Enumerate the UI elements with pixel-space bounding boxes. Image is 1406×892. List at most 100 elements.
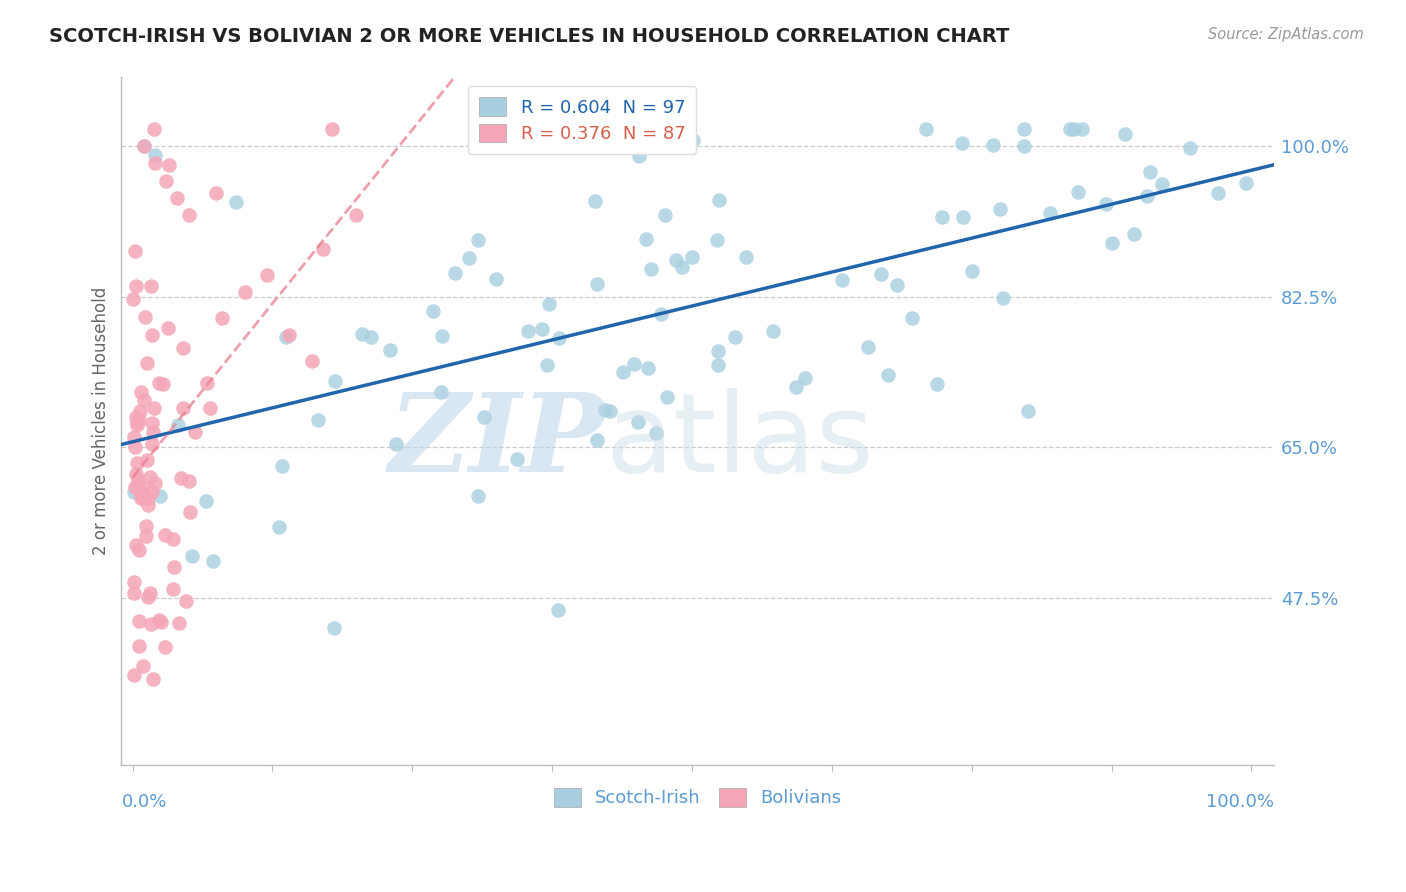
Point: [148, 376, 170, 391]
Point: [655, 390, 678, 404]
Point: [142, 425, 165, 439]
Point: [125, 279, 148, 293]
Point: [122, 484, 145, 499]
Point: [599, 404, 621, 418]
Point: [516, 325, 538, 339]
Point: [176, 594, 198, 608]
Point: [1095, 196, 1118, 211]
Point: [384, 437, 406, 451]
Point: [181, 549, 204, 563]
Point: [135, 529, 157, 543]
Point: [139, 586, 162, 600]
Point: [1070, 122, 1092, 136]
Point: [129, 491, 152, 506]
Point: [1150, 177, 1173, 191]
Point: [538, 297, 561, 311]
Point: [179, 474, 201, 488]
Point: [627, 415, 650, 429]
Point: [139, 469, 162, 483]
Point: [131, 658, 153, 673]
Point: [637, 361, 659, 376]
Point: [132, 139, 155, 153]
Point: [127, 472, 149, 486]
Point: [831, 272, 853, 286]
Point: [141, 328, 163, 343]
Point: [124, 244, 146, 259]
Text: Source: ZipAtlas.com: Source: ZipAtlas.com: [1208, 27, 1364, 42]
Point: [988, 202, 1011, 217]
Legend: Scotch-Irish, Bolivians: Scotch-Irish, Bolivians: [547, 780, 849, 814]
Point: [202, 554, 225, 568]
Point: [150, 615, 173, 629]
Point: [706, 343, 728, 358]
Point: [211, 311, 233, 326]
Point: [143, 122, 166, 136]
Point: [128, 614, 150, 628]
Text: 100.0%: 100.0%: [1206, 793, 1274, 811]
Point: [134, 489, 156, 503]
Point: [1059, 122, 1081, 136]
Point: [623, 357, 645, 371]
Point: [654, 208, 676, 222]
Text: 0.0%: 0.0%: [121, 793, 167, 811]
Point: [256, 268, 278, 282]
Point: [141, 416, 163, 430]
Point: [134, 488, 156, 502]
Point: [270, 459, 292, 474]
Y-axis label: 2 or more Vehicles in Household: 2 or more Vehicles in Household: [93, 287, 110, 556]
Point: [1114, 128, 1136, 142]
Text: ZIP: ZIP: [389, 388, 606, 496]
Point: [586, 277, 609, 292]
Point: [1063, 122, 1085, 136]
Point: [547, 331, 569, 345]
Point: [1017, 404, 1039, 418]
Point: [195, 494, 218, 508]
Point: [139, 616, 162, 631]
Point: [870, 267, 893, 281]
Point: [583, 194, 606, 209]
Point: [650, 307, 672, 321]
Point: [536, 358, 558, 372]
Point: [157, 158, 180, 172]
Point: [993, 291, 1015, 305]
Point: [152, 377, 174, 392]
Point: [1178, 141, 1201, 155]
Point: [547, 603, 569, 617]
Point: [915, 122, 938, 136]
Point: [360, 329, 382, 343]
Point: [172, 401, 194, 415]
Point: [950, 136, 973, 151]
Point: [1012, 122, 1035, 136]
Point: [177, 208, 200, 222]
Point: [142, 673, 165, 687]
Point: [931, 210, 953, 224]
Point: [640, 262, 662, 277]
Point: [1039, 205, 1062, 219]
Point: [155, 173, 177, 187]
Point: [1206, 186, 1229, 200]
Point: [124, 480, 146, 494]
Point: [124, 440, 146, 454]
Point: [707, 358, 730, 372]
Point: [301, 354, 323, 368]
Point: [269, 519, 291, 533]
Point: [136, 498, 159, 512]
Point: [1136, 189, 1159, 203]
Point: [172, 341, 194, 355]
Point: [422, 303, 444, 318]
Point: [122, 574, 145, 589]
Point: [166, 191, 188, 205]
Point: [585, 433, 607, 447]
Point: [706, 233, 728, 247]
Point: [981, 138, 1004, 153]
Point: [1101, 236, 1123, 251]
Point: [380, 343, 402, 357]
Point: [124, 467, 146, 482]
Point: [136, 590, 159, 604]
Point: [125, 409, 148, 424]
Point: [793, 371, 815, 385]
Point: [135, 518, 157, 533]
Point: [128, 542, 150, 557]
Point: [143, 156, 166, 170]
Point: [681, 250, 703, 264]
